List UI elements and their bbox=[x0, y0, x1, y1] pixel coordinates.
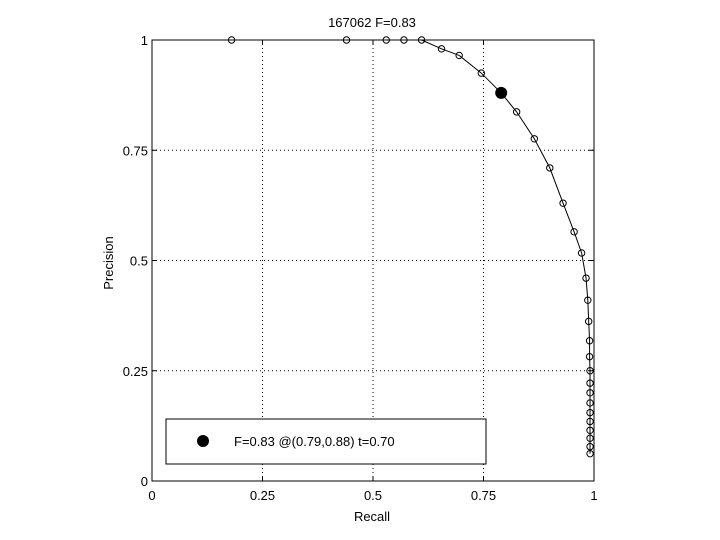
x-tick-label: 0 bbox=[148, 488, 155, 503]
pr-point-marker bbox=[586, 449, 594, 458]
pr-point-marker bbox=[417, 36, 426, 44]
legend-box bbox=[165, 418, 487, 465]
pr-point-marker bbox=[585, 352, 594, 361]
pr-point-marker bbox=[577, 249, 586, 257]
best-f-point-layer bbox=[495, 86, 508, 99]
pr-point-marker bbox=[586, 399, 594, 407]
pr-point-marker bbox=[584, 317, 593, 326]
y-tick-labels: 0 0.25 0.5 0.75 1 bbox=[123, 33, 148, 489]
pr-point-marker bbox=[382, 36, 390, 44]
pr-point-marker bbox=[586, 389, 594, 397]
x-tick-label: 1 bbox=[590, 488, 597, 503]
pr-point-marker bbox=[570, 228, 578, 236]
pr-point-marker bbox=[530, 135, 539, 143]
x-tick-label: 0.25 bbox=[250, 488, 275, 503]
x-tick-labels: 0 0.25 0.5 0.75 1 bbox=[148, 488, 597, 503]
x-tick-label: 0.75 bbox=[471, 488, 496, 503]
pr-point-marker bbox=[400, 36, 408, 44]
pr-point-marker bbox=[585, 337, 594, 345]
pr-point-marker bbox=[586, 426, 594, 434]
pr-point-marker bbox=[559, 199, 567, 207]
y-tick-label: 0.75 bbox=[123, 143, 148, 158]
pr-point-marker bbox=[586, 408, 594, 417]
pr-point-marker bbox=[512, 108, 521, 116]
pr-point-marker bbox=[437, 45, 446, 53]
pr-point-marker bbox=[586, 434, 594, 442]
y-tick-label: 0.25 bbox=[123, 364, 148, 379]
pr-point-marker bbox=[584, 296, 592, 304]
pr-point-marker bbox=[582, 274, 590, 282]
pr-point-marker bbox=[586, 367, 594, 375]
pr-point-marker bbox=[342, 36, 351, 44]
chart-title: 167062 F=0.83 bbox=[328, 15, 416, 30]
pr-point-marker bbox=[586, 417, 594, 426]
best-f-point bbox=[495, 86, 508, 99]
y-tick-label: 1 bbox=[141, 33, 148, 48]
x-axis-title: Recall bbox=[354, 509, 390, 524]
pr-point-marker bbox=[227, 36, 236, 44]
y-tick-label: 0.5 bbox=[130, 254, 148, 269]
y-tick-label: 0 bbox=[141, 474, 148, 489]
legend-label: F=0.83 @(0.79,0.88) t=0.70 bbox=[234, 434, 395, 449]
pr-point-markers bbox=[227, 36, 594, 458]
y-axis-title: Precision bbox=[101, 236, 116, 289]
pr-point-marker bbox=[586, 442, 594, 451]
x-tick-label: 0.5 bbox=[364, 488, 382, 503]
grid-lines bbox=[152, 40, 594, 481]
plot-area bbox=[151, 36, 595, 482]
legend: F=0.83 @(0.79,0.88) t=0.70 bbox=[165, 418, 487, 465]
pr-point-marker bbox=[477, 69, 485, 77]
pr-point-marker bbox=[546, 164, 554, 172]
axis-ticks bbox=[151, 39, 595, 482]
pr-point-marker bbox=[455, 51, 463, 60]
legend-marker bbox=[197, 435, 209, 447]
pr-point-marker bbox=[586, 379, 594, 387]
